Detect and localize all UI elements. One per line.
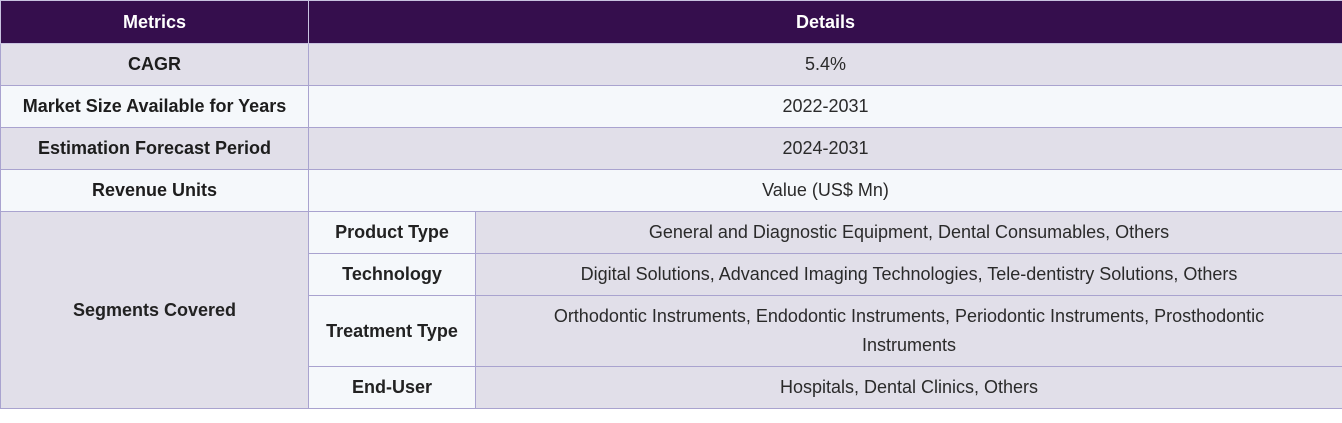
segment-name: End-User — [308, 366, 476, 409]
table-row: CAGR 5.4% — [0, 43, 1342, 86]
segment-name: Treatment Type — [308, 295, 476, 367]
table-header-row: Metrics Details — [0, 0, 1342, 44]
segment-value: Digital Solutions, Advanced Imaging Tech… — [475, 253, 1342, 296]
metric-value: 2024-2031 — [308, 127, 1342, 170]
metric-label: Revenue Units — [0, 169, 309, 212]
table-row: Revenue Units Value (US$ Mn) — [0, 169, 1342, 212]
metric-value: 5.4% — [308, 43, 1342, 86]
segment-value: Orthodontic Instruments, Endodontic Inst… — [475, 295, 1342, 367]
header-details: Details — [308, 0, 1342, 44]
metric-label: Estimation Forecast Period — [0, 127, 309, 170]
segment-name: Product Type — [308, 211, 476, 254]
metric-value: 2022-2031 — [308, 85, 1342, 128]
segment-row: Segments Covered Product Type General an… — [0, 211, 1342, 409]
segment-row: Treatment Type Orthodontic Instruments, … — [1, 295, 1342, 367]
header-metrics: Metrics — [0, 0, 309, 44]
metric-label: CAGR — [0, 43, 309, 86]
metric-value: Value (US$ Mn) — [308, 169, 1342, 212]
metric-label: Market Size Available for Years — [0, 85, 309, 128]
segments-covered-label: Segments Covered — [0, 211, 309, 409]
segment-row: Technology Digital Solutions, Advanced I… — [1, 253, 1342, 296]
segment-row: End-User Hospitals, Dental Clinics, Othe… — [1, 366, 1342, 409]
metrics-table: Metrics Details CAGR 5.4% Market Size Av… — [0, 0, 1342, 409]
segment-value: General and Diagnostic Equipment, Dental… — [475, 211, 1342, 254]
table-row: Market Size Available for Years 2022-203… — [0, 85, 1342, 128]
segment-name: Technology — [308, 253, 476, 296]
table-row: Estimation Forecast Period 2024-2031 — [0, 127, 1342, 170]
segment-value: Hospitals, Dental Clinics, Others — [475, 366, 1342, 409]
